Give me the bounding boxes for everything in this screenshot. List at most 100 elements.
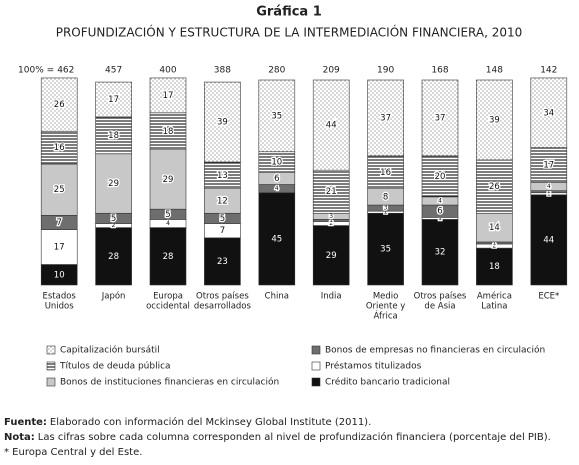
bar-segment [312,225,350,286]
legend-label: Préstamos titulizados [325,361,422,372]
value-label: 39 [217,118,228,128]
legend-swatch [311,377,321,387]
total-label: 168 [431,66,448,76]
legend-label: Títulos de deuda pública [59,362,171,372]
value-label: 6 [274,174,279,184]
bar-segment [204,81,241,163]
x-tick-label: desarrollados [194,302,252,312]
bar-segment [367,212,404,286]
total-label: 209 [323,66,340,76]
x-tick-label: Latina [481,302,507,312]
note: * Europa Central y del Este. [4,447,142,458]
note-label: Fuente: [4,417,47,428]
value-label: 21 [326,187,337,197]
bar-segment [258,192,296,286]
total-label: 142 [540,66,557,76]
bar-segment [95,81,132,118]
value-label: 17 [108,95,119,105]
value-label: 10 [54,270,65,280]
value-label: 37 [380,113,391,123]
value-label: 1 [438,215,442,222]
bar-segment [40,163,78,216]
value-label: 14 [489,223,500,233]
bar-segment [149,227,187,286]
value-label: 39 [489,115,500,125]
x-tick-label: ECE* [538,292,559,302]
value-label: 29 [163,175,174,185]
value-label: 1 [547,188,551,195]
total-prefix: 100% = [18,66,54,76]
value-label: 26 [54,100,65,110]
value-label: 2 [112,222,116,229]
bar-segment [149,77,187,114]
total-label: 148 [486,66,503,76]
bar-segment [312,169,350,214]
total-label: 190 [377,66,394,76]
bar-segment [476,212,513,243]
value-label: 1 [329,217,333,224]
bar-segment [204,188,241,214]
x-tick-label: Medio [373,292,399,302]
value-label: 20 [435,172,446,182]
x-tick-label: África [373,310,397,322]
value-label: 17 [163,91,174,101]
bar-segment [40,77,78,132]
value-label: 5 [165,210,170,220]
bar-segment [204,161,241,189]
bar-segment [312,79,350,171]
total-label: 462 [57,66,74,76]
value-label: 18 [163,127,174,137]
x-tick-label: de Asia [424,302,455,312]
x-tick-label: Oriente y [366,302,405,312]
bar-segment [530,194,568,286]
x-tick-label: India [321,292,342,302]
value-label: 26 [489,182,500,192]
bar-segment [40,130,78,165]
legend-label: Capitalización bursátil [60,345,160,356]
legend-swatch [46,361,56,371]
legend-label: Crédito bancario tradicional [325,377,450,388]
value-label: 7 [56,218,61,228]
legend-swatch [46,345,56,355]
x-tick-label: Estados [43,292,77,302]
value-label: 7 [220,226,225,236]
total-label: 388 [214,66,231,76]
value-label: 34 [543,108,554,118]
bar-segment [530,77,568,148]
bar-segment [476,79,513,161]
value-label: 4 [166,220,170,227]
value-label: 44 [326,121,337,131]
bar-segment [367,155,404,189]
value-label: 4 [438,197,442,204]
value-label: 18 [489,262,500,272]
value-label: 5 [111,214,116,224]
total-label: 400 [159,66,176,76]
value-label: 17 [543,161,554,171]
bar-segment [367,79,404,157]
x-tick-label: Otros países [196,292,249,302]
bar-segment [95,116,132,155]
bar-segment [421,155,459,198]
legend-label: Bonos de empresas no financieras en circ… [325,345,545,356]
value-label: 44 [543,235,554,245]
bar-segment [149,112,187,151]
value-label: 29 [326,251,337,261]
legend-swatch [311,345,321,355]
value-label: 45 [271,234,282,244]
value-label: 16 [380,168,391,178]
bar-segment [476,247,513,286]
bar-segment [40,229,78,265]
value-label: 35 [271,111,282,121]
value-label: 10 [271,158,282,168]
value-label: 28 [108,252,119,262]
bar-segment [421,79,459,157]
bar-segment [95,153,132,214]
value-label: 25 [54,185,65,195]
note: Fuente: Elaborado con información del Mck… [4,416,371,428]
value-label: 12 [217,196,228,206]
value-label: 16 [54,143,65,153]
value-label: 2 [492,243,496,250]
value-label: 17 [54,243,65,253]
bar-segment [95,227,132,286]
value-label: 4 [275,185,279,192]
